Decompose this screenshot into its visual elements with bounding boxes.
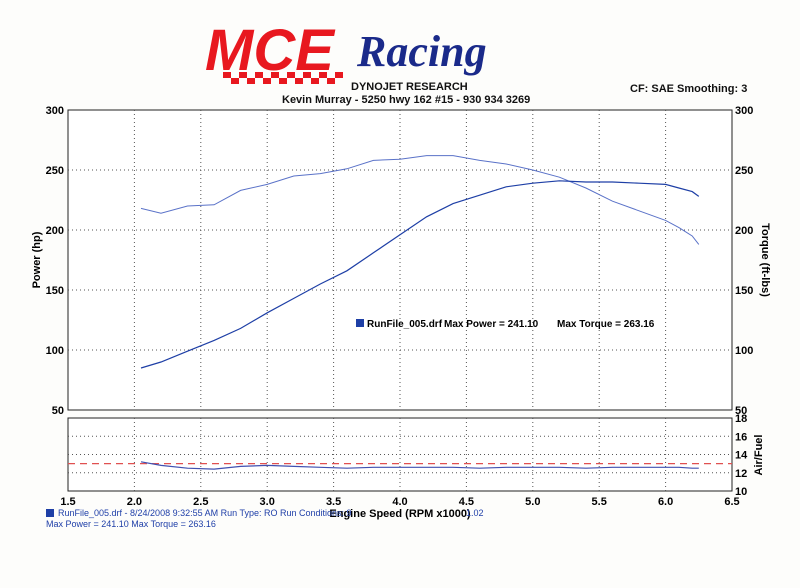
afr-tick-label: 16 bbox=[735, 431, 747, 443]
x-tick-label: 4.5 bbox=[459, 496, 474, 508]
y-right-tick-label: 300 bbox=[735, 105, 753, 117]
power-series-line bbox=[140, 180, 700, 369]
logo-racing-text: Racing bbox=[356, 27, 487, 76]
afr-tick-label: 18 bbox=[735, 413, 747, 425]
afr-series-line bbox=[140, 461, 699, 470]
checkered-flag-graphic bbox=[223, 72, 343, 84]
y-tick-label: 200 bbox=[46, 225, 64, 237]
y-tick-label: 250 bbox=[46, 165, 64, 177]
x-tick-label: 5.5 bbox=[592, 496, 607, 508]
y-right-tick-label: 250 bbox=[735, 165, 753, 177]
x-axis-label: Engine Speed (RPM x1000) bbox=[329, 508, 471, 520]
x-tick-label: 2.5 bbox=[193, 496, 208, 508]
y-tick-label: 100 bbox=[46, 345, 64, 357]
y-tick-label: 50 bbox=[52, 405, 64, 417]
footer-line1: RunFile_005.drf - 8/24/2008 9:32:55 AM R… bbox=[58, 508, 352, 518]
x-tick-label: 3.5 bbox=[326, 496, 341, 508]
y-right-axis-label: Torque (ft-lbs) bbox=[759, 223, 771, 297]
x-tick-label: 6.5 bbox=[724, 496, 739, 508]
customer-info: Kevin Murray - 5250 hwy 162 #15 - 930 93… bbox=[282, 94, 531, 106]
y-right-tick-label: 100 bbox=[735, 345, 753, 357]
y-tick-label: 300 bbox=[46, 105, 64, 117]
footer-legend-swatch bbox=[46, 509, 54, 517]
torque-series-line bbox=[140, 155, 700, 245]
footer-line2: Max Power = 241.10 Max Torque = 263.16 bbox=[46, 519, 216, 529]
x-tick-label: 4.0 bbox=[392, 496, 407, 508]
x-tick-label: 6.0 bbox=[658, 496, 673, 508]
x-tick-label: 5.0 bbox=[525, 496, 540, 508]
mce-racing-logo: MCE Racing bbox=[205, 20, 535, 90]
y-axis-label: Power (hp) bbox=[31, 231, 43, 288]
afr-axis-label: Air/Fuel bbox=[753, 435, 765, 476]
legend-max-torque: Max Torque = 263.16 bbox=[557, 319, 655, 330]
afr-tick-label: 10 bbox=[735, 486, 747, 498]
footer-run-info: RunFile_005.drf - 8/24/2008 9:32:55 AM R… bbox=[46, 508, 352, 518]
footer-line1-tail: 1.02 bbox=[466, 508, 484, 518]
y-right-tick-label: 50 bbox=[735, 405, 747, 417]
x-tick-label: 3.0 bbox=[260, 496, 275, 508]
legend-swatch bbox=[356, 319, 364, 327]
x-tick-label: 1.5 bbox=[60, 496, 75, 508]
y-tick-label: 150 bbox=[46, 285, 64, 297]
run-settings: CF: SAE Smoothing: 3 bbox=[630, 83, 748, 95]
afr-tick-label: 14 bbox=[735, 450, 748, 462]
company-name: DYNOJET RESEARCH bbox=[351, 81, 468, 93]
x-tick-label: 2.0 bbox=[127, 496, 142, 508]
legend-max-power: Max Power = 241.10 bbox=[444, 319, 539, 330]
afr-tick-label: 12 bbox=[735, 468, 747, 480]
main-plot-frame bbox=[67, 109, 733, 411]
y-right-tick-label: 200 bbox=[735, 225, 753, 237]
y-right-tick-label: 150 bbox=[735, 285, 753, 297]
legend-run-file: RunFile_005.drf bbox=[367, 319, 443, 330]
